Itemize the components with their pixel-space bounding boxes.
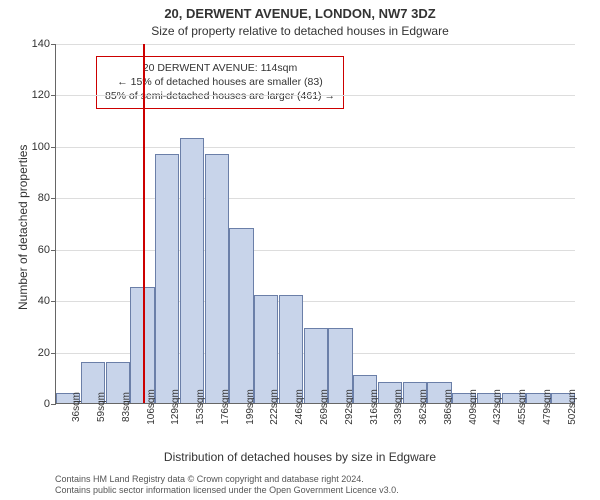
ytick-mark — [51, 198, 56, 199]
ytick-mark — [51, 301, 56, 302]
ytick-mark — [51, 404, 56, 405]
gridline — [56, 198, 575, 199]
ytick-label: 80 — [38, 192, 50, 204]
info-box-line3: 85% of semi-detached houses are larger (… — [105, 89, 335, 103]
histogram-bar — [205, 154, 229, 403]
histogram-bar — [180, 138, 204, 403]
ytick-mark — [51, 44, 56, 45]
histogram-bar — [229, 228, 253, 403]
chart-footer: Contains HM Land Registry data © Crown c… — [55, 474, 575, 496]
marker-line — [143, 44, 145, 403]
info-box: 20 DERWENT AVENUE: 114sqm ← 15% of detac… — [96, 56, 344, 109]
footer-line2: Contains public sector information licen… — [55, 485, 575, 496]
ytick-label: 0 — [44, 398, 50, 410]
ytick-mark — [51, 250, 56, 251]
ytick-label: 100 — [32, 141, 50, 153]
ytick-label: 140 — [32, 38, 50, 50]
chart-title-desc: Size of property relative to detached ho… — [0, 24, 600, 38]
ytick-label: 40 — [38, 295, 50, 307]
gridline — [56, 95, 575, 96]
x-axis-title: Distribution of detached houses by size … — [0, 450, 600, 464]
info-box-line2: ← 15% of detached houses are smaller (83… — [105, 75, 335, 89]
ytick-label: 60 — [38, 244, 50, 256]
chart-title-address: 20, DERWENT AVENUE, LONDON, NW7 3DZ — [0, 6, 600, 21]
ytick-mark — [51, 147, 56, 148]
histogram-bar — [279, 295, 303, 403]
gridline — [56, 250, 575, 251]
info-box-line1: 20 DERWENT AVENUE: 114sqm — [105, 61, 335, 75]
gridline — [56, 44, 575, 45]
ytick-label: 120 — [32, 89, 50, 101]
gridline — [56, 147, 575, 148]
ytick-label: 20 — [38, 347, 50, 359]
ytick-mark — [51, 95, 56, 96]
histogram-bar — [254, 295, 278, 403]
xtick-label: 502sqm — [567, 389, 578, 425]
histogram-bar — [155, 154, 179, 403]
y-axis-title: Number of detached properties — [16, 145, 30, 310]
chart-plot-area: 20 DERWENT AVENUE: 114sqm ← 15% of detac… — [55, 44, 575, 404]
ytick-mark — [51, 353, 56, 354]
footer-line1: Contains HM Land Registry data © Crown c… — [55, 474, 575, 485]
